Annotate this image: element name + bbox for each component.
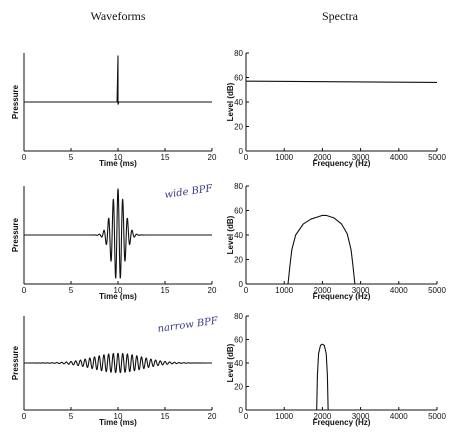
x-tick-label: 4000 xyxy=(390,412,408,421)
y-tick-label: 80 xyxy=(234,312,243,321)
y-tick-label: 20 xyxy=(234,383,243,392)
x-axis-label: Frequency (Hz) xyxy=(313,292,371,301)
x-tick-label: 4000 xyxy=(390,286,408,295)
annotation-wide-bpf: wide BPF xyxy=(164,183,214,201)
x-tick-label: 3000 xyxy=(352,153,370,162)
panel-4: 0 1000 2000 3000 4000 5000 0 20 40 60 80 Frequency … xyxy=(226,182,446,301)
y-tick-label: 0 xyxy=(239,406,244,415)
panel-5: 0 5 10 15 20 Time (ms) Pressure xyxy=(11,316,217,427)
x-tick-label: 1000 xyxy=(275,412,293,421)
y-axis-label: Level (dB) xyxy=(226,215,235,254)
spectrum-trace xyxy=(287,214,356,285)
waveform-trace xyxy=(23,352,213,374)
x-tick-label: 15 xyxy=(161,153,170,162)
y-tick-label: 40 xyxy=(234,359,243,368)
x-tick-label: 5000 xyxy=(428,153,446,162)
x-tick-label: 0 xyxy=(22,153,27,162)
spectrum-trace xyxy=(316,343,329,411)
y-axis-label: Level (dB) xyxy=(226,343,235,382)
x-tick-label: 5 xyxy=(69,412,74,421)
x-axis-label: Time (ms) xyxy=(99,159,137,168)
x-tick-label: 3000 xyxy=(352,286,370,295)
y-tick-label: 40 xyxy=(234,231,243,240)
y-tick-label: 0 xyxy=(239,280,244,289)
waveforms-heading: Waveforms xyxy=(90,9,145,23)
x-tick-label: 1000 xyxy=(275,286,293,295)
annotation-narrow-bpf: narrow BPF xyxy=(157,315,220,334)
y-tick-label: 80 xyxy=(234,49,243,58)
y-tick-label: 60 xyxy=(234,336,243,345)
waveform-trace xyxy=(24,55,212,105)
spectra-heading: Spectra xyxy=(322,9,359,23)
x-tick-label: 15 xyxy=(161,286,170,295)
x-tick-label: 10 xyxy=(114,153,123,162)
x-tick-label: 2000 xyxy=(314,412,332,421)
y-tick-label: 20 xyxy=(234,123,243,132)
x-tick-label: 20 xyxy=(208,286,217,295)
x-tick-label: 0 xyxy=(244,412,249,421)
panel-6: 0 1000 2000 3000 4000 5000 0 20 40 60 80 Frequency … xyxy=(226,312,446,427)
y-tick-label: 60 xyxy=(234,74,243,83)
waveform-trace xyxy=(23,188,213,279)
x-tick-label: 2000 xyxy=(314,286,332,295)
x-tick-label: 20 xyxy=(208,153,217,162)
x-tick-label: 0 xyxy=(22,286,27,295)
y-tick-label: 60 xyxy=(234,207,243,216)
x-tick-label: 5 xyxy=(69,286,74,295)
y-tick-label: 20 xyxy=(234,256,243,265)
y-axis-label: Pressure xyxy=(11,345,20,380)
x-axis-label: Frequency (Hz) xyxy=(313,418,371,427)
x-tick-label: 0 xyxy=(22,412,27,421)
x-tick-label: 0 xyxy=(244,153,249,162)
panel-3: 0 5 10 15 20 Time (ms) Pressure xyxy=(11,186,217,301)
x-axis-label: Frequency (Hz) xyxy=(313,159,371,168)
spectrum-trace xyxy=(245,80,438,83)
x-tick-label: 15 xyxy=(161,412,170,421)
x-tick-label: 5000 xyxy=(428,286,446,295)
x-tick-label: 5000 xyxy=(428,412,446,421)
x-tick-label: 10 xyxy=(114,286,123,295)
x-axis-label: Time (ms) xyxy=(99,292,137,301)
x-tick-label: 3000 xyxy=(352,412,370,421)
panel-2: 0 1000 2000 3000 4000 5000 0 20 40 60 80 Frequency … xyxy=(226,49,446,168)
y-axis-label: Level (dB) xyxy=(226,82,235,121)
x-tick-label: 0 xyxy=(244,286,249,295)
x-axis-label: Time (ms) xyxy=(99,418,137,427)
y-tick-label: 0 xyxy=(239,147,244,156)
x-tick-label: 10 xyxy=(114,412,123,421)
y-tick-label: 40 xyxy=(234,98,243,107)
y-axis-label: Pressure xyxy=(11,217,20,252)
x-tick-label: 20 xyxy=(208,412,217,421)
x-tick-label: 4000 xyxy=(390,153,408,162)
panel-1: 0 5 10 15 20 Time (ms) Pressure xyxy=(11,53,217,168)
x-tick-label: 5 xyxy=(69,153,74,162)
y-tick-label: 80 xyxy=(234,182,243,191)
x-tick-label: 1000 xyxy=(275,153,293,162)
y-axis-label: Pressure xyxy=(11,84,20,119)
x-tick-label: 2000 xyxy=(314,153,332,162)
